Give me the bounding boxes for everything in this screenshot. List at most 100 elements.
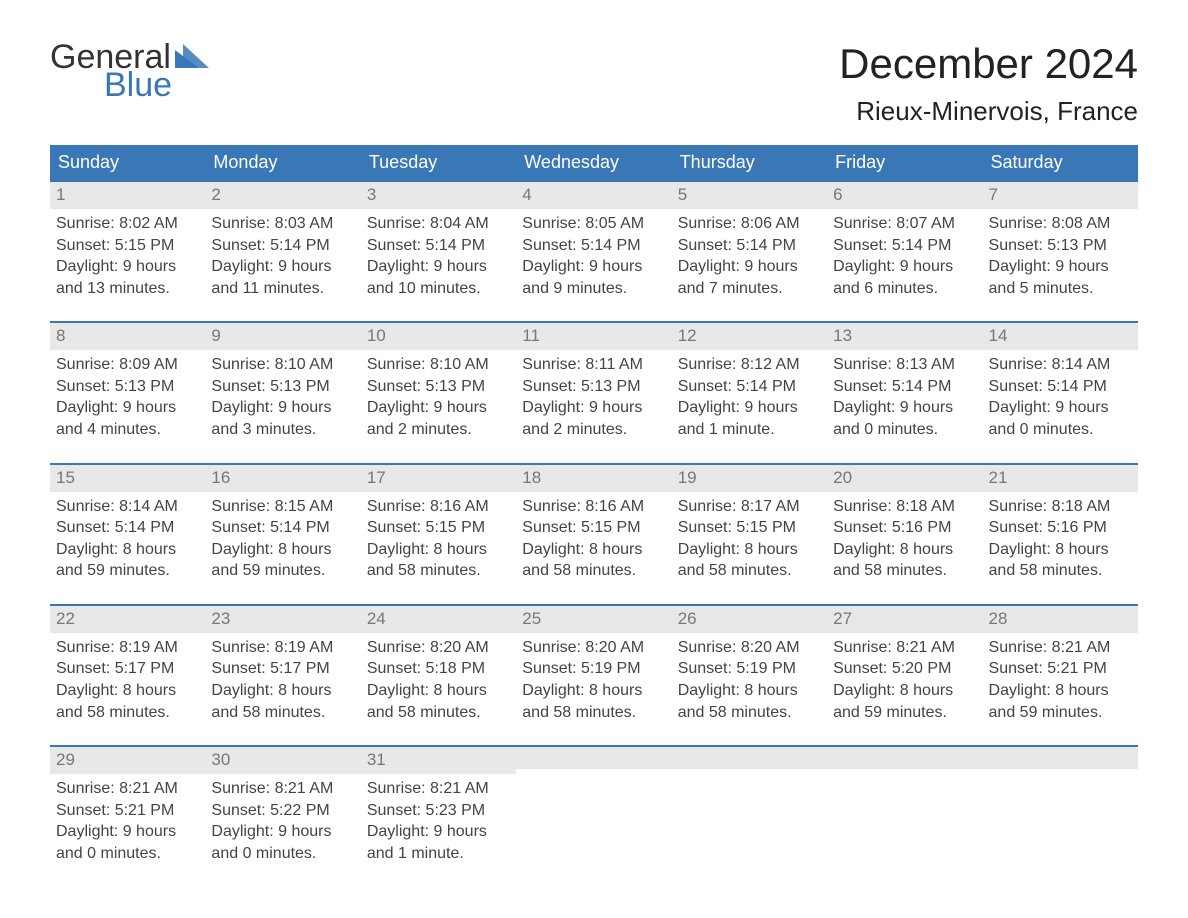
daylight-line-2: and 5 minutes.	[989, 278, 1132, 300]
sunset-text: Sunset: 5:15 PM	[56, 235, 199, 257]
daylight-line-1: Daylight: 8 hours	[989, 539, 1132, 561]
day-number: 27	[827, 606, 982, 633]
sunset-text: Sunset: 5:13 PM	[367, 376, 510, 398]
day-number: 8	[50, 323, 205, 350]
sunrise-text: Sunrise: 8:14 AM	[989, 354, 1132, 376]
sunset-text: Sunset: 5:21 PM	[989, 658, 1132, 680]
daylight-line-1: Daylight: 8 hours	[989, 680, 1132, 702]
day-number: 7	[983, 182, 1138, 209]
daylight-line-1: Daylight: 9 hours	[522, 256, 665, 278]
daylight-line-1: Daylight: 9 hours	[833, 256, 976, 278]
daylight-line-1: Daylight: 9 hours	[678, 397, 821, 419]
sunrise-text: Sunrise: 8:16 AM	[522, 496, 665, 518]
daylight-line-1: Daylight: 8 hours	[367, 680, 510, 702]
daylight-line-1: Daylight: 9 hours	[678, 256, 821, 278]
sunrise-text: Sunrise: 8:14 AM	[56, 496, 199, 518]
day-number: 26	[672, 606, 827, 633]
daylight-line-2: and 58 minutes.	[211, 702, 354, 724]
sunset-text: Sunset: 5:15 PM	[678, 517, 821, 539]
calendar-day-cell: 3Sunrise: 8:04 AMSunset: 5:14 PMDaylight…	[361, 182, 516, 305]
page-header: General Blue December 2024 Rieux-Minervo…	[50, 40, 1138, 127]
daylight-line-1: Daylight: 8 hours	[367, 539, 510, 561]
day-number	[516, 747, 671, 769]
daylight-line-1: Daylight: 8 hours	[56, 539, 199, 561]
daylight-line-2: and 58 minutes.	[522, 560, 665, 582]
daylight-line-2: and 58 minutes.	[678, 702, 821, 724]
sunset-text: Sunset: 5:16 PM	[833, 517, 976, 539]
day-number: 18	[516, 465, 671, 492]
sunrise-text: Sunrise: 8:06 AM	[678, 213, 821, 235]
day-number: 28	[983, 606, 1138, 633]
day-number: 16	[205, 465, 360, 492]
weekday-header: Thursday	[672, 145, 827, 180]
calendar-day-cell: 22Sunrise: 8:19 AMSunset: 5:17 PMDayligh…	[50, 606, 205, 729]
weekday-header: Monday	[205, 145, 360, 180]
daylight-line-2: and 58 minutes.	[56, 702, 199, 724]
sunset-text: Sunset: 5:14 PM	[211, 235, 354, 257]
sunset-text: Sunset: 5:20 PM	[833, 658, 976, 680]
calendar-day-cell: 16Sunrise: 8:15 AMSunset: 5:14 PMDayligh…	[205, 465, 360, 588]
sunset-text: Sunset: 5:14 PM	[678, 235, 821, 257]
calendar-week-row: 15Sunrise: 8:14 AMSunset: 5:14 PMDayligh…	[50, 463, 1138, 588]
sunset-text: Sunset: 5:14 PM	[56, 517, 199, 539]
calendar-day-cell: 13 Sunrise: 8:13 AMSunset: 5:14 PMDayligh…	[827, 323, 982, 446]
sunrise-text: Sunrise: 8:21 AM	[56, 778, 199, 800]
daylight-line-1: Daylight: 8 hours	[833, 539, 976, 561]
calendar-day-cell: 21Sunrise: 8:18 AMSunset: 5:16 PMDayligh…	[983, 465, 1138, 588]
calendar-day-cell: 23Sunrise: 8:19 AMSunset: 5:17 PMDayligh…	[205, 606, 360, 729]
daylight-line-1: Daylight: 9 hours	[522, 397, 665, 419]
calendar-week-row: 8Sunrise: 8:09 AMSunset: 5:13 PMDaylight…	[50, 321, 1138, 446]
sunset-text: Sunset: 5:14 PM	[367, 235, 510, 257]
calendar-day-cell: 20Sunrise: 8:18 AMSunset: 5:16 PMDayligh…	[827, 465, 982, 588]
daylight-line-1: Daylight: 8 hours	[211, 539, 354, 561]
weekday-header: Saturday	[983, 145, 1138, 180]
daylight-line-1: Daylight: 8 hours	[678, 539, 821, 561]
sunrise-text: Sunrise: 8:10 AM	[367, 354, 510, 376]
calendar-day-cell: 25Sunrise: 8:20 AMSunset: 5:19 PMDayligh…	[516, 606, 671, 729]
sunrise-text: Sunrise: 8:18 AM	[989, 496, 1132, 518]
daylight-line-2: and 58 minutes.	[678, 560, 821, 582]
daylight-line-1: Daylight: 8 hours	[522, 680, 665, 702]
brand-word-2: Blue	[104, 68, 209, 102]
sunrise-text: Sunrise: 8:20 AM	[367, 637, 510, 659]
sunrise-text: Sunrise: 8:12 AM	[678, 354, 821, 376]
daylight-line-1: Daylight: 9 hours	[367, 256, 510, 278]
sunrise-text: Sunrise: 8:16 AM	[367, 496, 510, 518]
sunrise-text: Sunrise: 8:13 AM	[833, 354, 976, 376]
sunset-text: Sunset: 5:22 PM	[211, 800, 354, 822]
calendar-day-cell: 14Sunrise: 8:14 AMSunset: 5:14 PMDayligh…	[983, 323, 1138, 446]
calendar-day-cell: 11Sunrise: 8:11 AMSunset: 5:13 PMDayligh…	[516, 323, 671, 446]
daylight-line-1: Daylight: 9 hours	[56, 256, 199, 278]
calendar-day-cell: 9Sunrise: 8:10 AMSunset: 5:13 PMDaylight…	[205, 323, 360, 446]
day-number: 21	[983, 465, 1138, 492]
daylight-line-1: Daylight: 8 hours	[211, 680, 354, 702]
daylight-line-2: and 7 minutes.	[678, 278, 821, 300]
daylight-line-1: Daylight: 9 hours	[211, 821, 354, 843]
daylight-line-1: Daylight: 9 hours	[833, 397, 976, 419]
day-number: 2	[205, 182, 360, 209]
sunrise-text: Sunrise: 8:21 AM	[989, 637, 1132, 659]
daylight-line-2: and 3 minutes.	[211, 419, 354, 441]
calendar-day-cell: 31Sunrise: 8:21 AMSunset: 5:23 PMDayligh…	[361, 747, 516, 870]
daylight-line-1: Daylight: 9 hours	[56, 821, 199, 843]
sunrise-text: Sunrise: 8:05 AM	[522, 213, 665, 235]
day-number: 22	[50, 606, 205, 633]
sunset-text: Sunset: 5:21 PM	[56, 800, 199, 822]
calendar-day-cell: 10Sunrise: 8:10 AMSunset: 5:13 PMDayligh…	[361, 323, 516, 446]
daylight-line-1: Daylight: 8 hours	[522, 539, 665, 561]
calendar-day-cell: 12Sunrise: 8:12 AMSunset: 5:14 PMDayligh…	[672, 323, 827, 446]
day-number: 10	[361, 323, 516, 350]
sunrise-text: Sunrise: 8:17 AM	[678, 496, 821, 518]
sunset-text: Sunset: 5:15 PM	[522, 517, 665, 539]
day-number: 14	[983, 323, 1138, 350]
sunset-text: Sunset: 5:17 PM	[56, 658, 199, 680]
day-number: 13	[827, 323, 982, 350]
sunset-text: Sunset: 5:14 PM	[833, 376, 976, 398]
calendar-day-cell: 5Sunrise: 8:06 AMSunset: 5:14 PMDaylight…	[672, 182, 827, 305]
daylight-line-2: and 9 minutes.	[522, 278, 665, 300]
sunrise-text: Sunrise: 8:21 AM	[367, 778, 510, 800]
sunrise-text: Sunrise: 8:19 AM	[56, 637, 199, 659]
daylight-line-2: and 6 minutes.	[833, 278, 976, 300]
calendar-empty-cell	[672, 747, 827, 870]
day-number: 29	[50, 747, 205, 774]
